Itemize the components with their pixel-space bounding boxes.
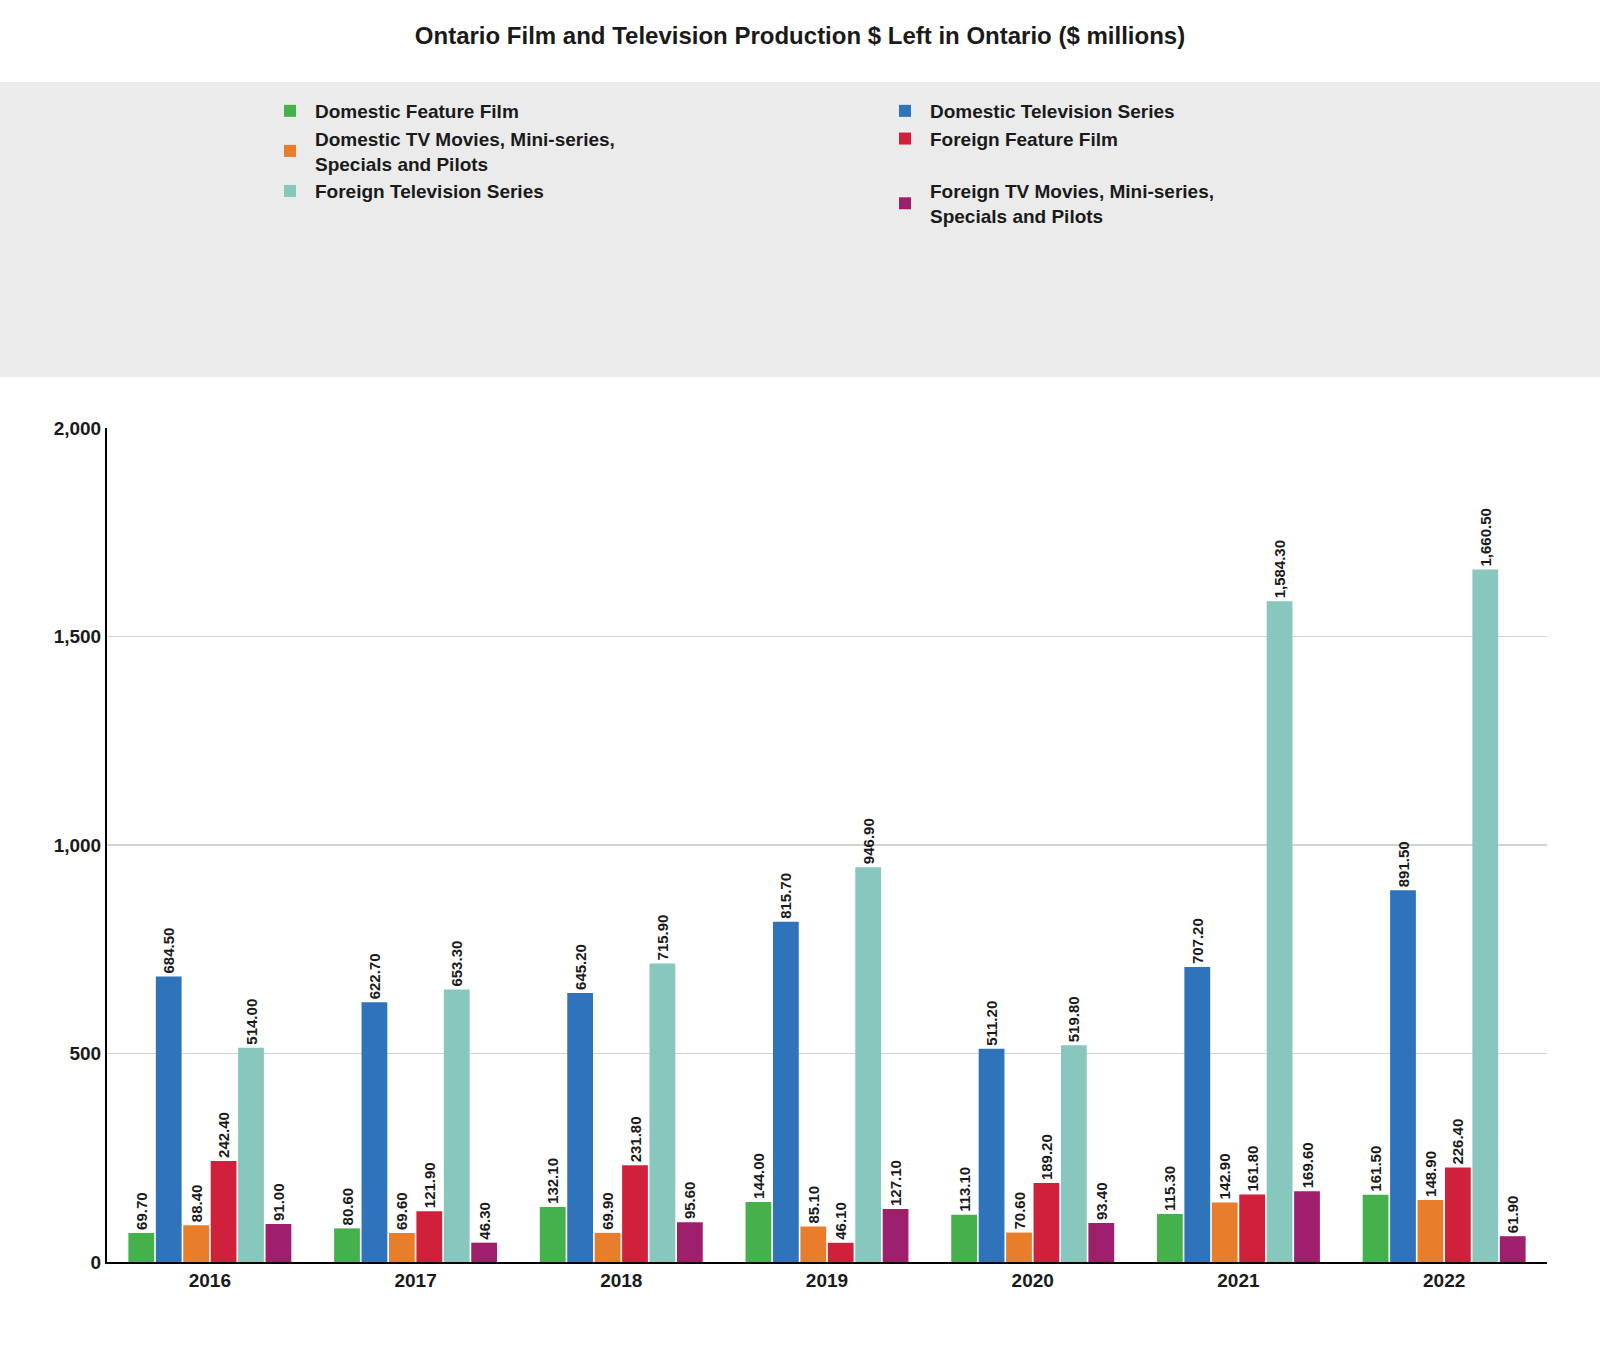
svg-text:189.20: 189.20 (1038, 1134, 1055, 1180)
svg-text:891.50: 891.50 (1395, 841, 1412, 887)
svg-text:69.60: 69.60 (393, 1192, 410, 1230)
svg-text:Ontario Film and Television Pr: Ontario Film and Television Production $… (415, 22, 1185, 49)
svg-text:Domestic TV Movies, Mini-serie: Domestic TV Movies, Mini-series,Specials… (315, 129, 615, 175)
svg-text:2020: 2020 (1012, 1270, 1054, 1291)
svg-text:2,000: 2,000 (54, 418, 102, 439)
svg-text:1,660.50: 1,660.50 (1477, 508, 1494, 566)
svg-text:80.60: 80.60 (339, 1188, 356, 1226)
svg-text:645.20: 645.20 (572, 944, 589, 990)
svg-text:161.80: 161.80 (1244, 1146, 1261, 1192)
svg-text:715.90: 715.90 (654, 915, 671, 961)
svg-text:Foreign Feature Film: Foreign Feature Film (930, 129, 1118, 150)
svg-text:148.90: 148.90 (1422, 1151, 1439, 1197)
svg-text:91.00: 91.00 (270, 1184, 287, 1222)
svg-text:815.70: 815.70 (777, 873, 794, 919)
svg-text:946.90: 946.90 (860, 818, 877, 864)
svg-text:127.10: 127.10 (887, 1160, 904, 1206)
svg-text:0: 0 (91, 1252, 102, 1273)
svg-text:46.10: 46.10 (832, 1202, 849, 1240)
svg-text:2016: 2016 (189, 1270, 231, 1291)
svg-text:88.40: 88.40 (188, 1185, 205, 1223)
svg-text:169.60: 169.60 (1299, 1142, 1316, 1188)
svg-text:113.10: 113.10 (956, 1167, 973, 1212)
svg-text:132.10: 132.10 (544, 1158, 561, 1204)
svg-text:69.70: 69.70 (133, 1192, 150, 1230)
svg-text:85.10: 85.10 (805, 1186, 822, 1224)
svg-text:2017: 2017 (394, 1270, 436, 1291)
svg-text:115.30: 115.30 (1161, 1166, 1178, 1211)
svg-text:1,584.30: 1,584.30 (1271, 540, 1288, 598)
svg-text:2022: 2022 (1423, 1270, 1465, 1291)
svg-text:95.60: 95.60 (681, 1182, 698, 1220)
svg-text:70.60: 70.60 (1011, 1192, 1028, 1230)
svg-text:Foreign Television Series: Foreign Television Series (315, 181, 544, 202)
svg-text:684.50: 684.50 (160, 928, 177, 974)
svg-text:500: 500 (69, 1043, 101, 1064)
svg-text:121.90: 121.90 (421, 1162, 438, 1208)
svg-text:1,000: 1,000 (54, 835, 102, 856)
svg-text:231.80: 231.80 (627, 1116, 644, 1162)
svg-text:161.50: 161.50 (1367, 1146, 1384, 1192)
svg-text:707.20: 707.20 (1189, 918, 1206, 964)
svg-text:144.00: 144.00 (750, 1153, 767, 1199)
svg-text:142.90: 142.90 (1216, 1154, 1233, 1200)
svg-text:Domestic Television Series: Domestic Television Series (930, 101, 1175, 122)
svg-text:46.30: 46.30 (476, 1202, 493, 1240)
svg-text:519.80: 519.80 (1065, 996, 1082, 1042)
svg-text:2021: 2021 (1217, 1270, 1260, 1291)
svg-text:226.40: 226.40 (1449, 1119, 1466, 1165)
svg-text:2019: 2019 (806, 1270, 848, 1291)
svg-text:511.20: 511.20 (983, 1001, 1000, 1046)
svg-text:61.90: 61.90 (1504, 1196, 1521, 1234)
svg-text:653.30: 653.30 (448, 941, 465, 987)
svg-text:Foreign TV Movies, Mini-series: Foreign TV Movies, Mini-series,Specials … (930, 181, 1214, 227)
svg-text:622.70: 622.70 (366, 953, 383, 999)
svg-text:1,500: 1,500 (54, 626, 102, 647)
svg-text:93.40: 93.40 (1093, 1183, 1110, 1221)
svg-text:Domestic Feature Film: Domestic Feature Film (315, 101, 519, 122)
svg-text:514.00: 514.00 (243, 999, 260, 1045)
svg-text:69.90: 69.90 (599, 1192, 616, 1230)
svg-text:242.40: 242.40 (215, 1112, 232, 1158)
svg-text:2018: 2018 (600, 1270, 642, 1291)
